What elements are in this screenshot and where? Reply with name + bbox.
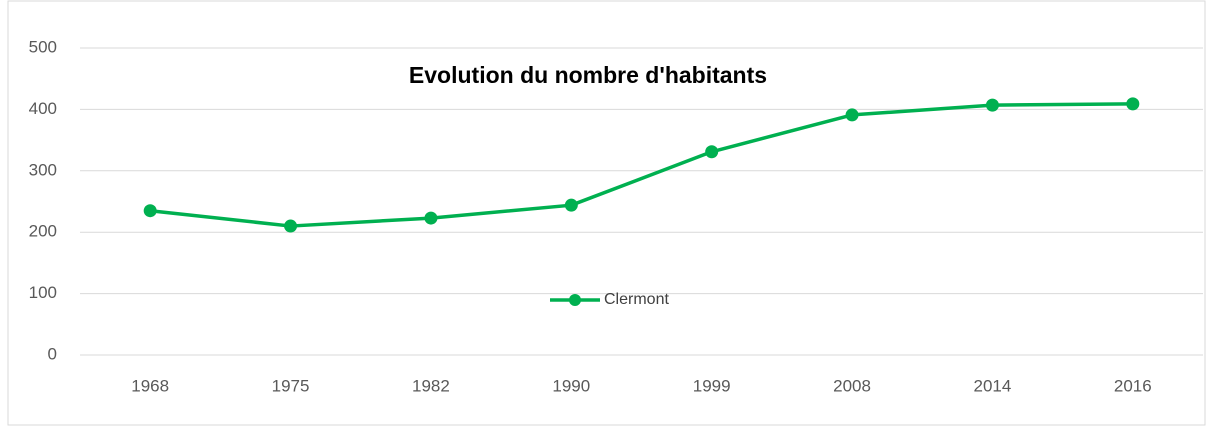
legend-marker <box>569 294 581 306</box>
data-point <box>143 204 157 218</box>
y-tick-label: 300 <box>29 160 57 179</box>
data-point <box>845 108 859 122</box>
data-point <box>985 98 999 112</box>
y-tick-label: 400 <box>29 99 57 118</box>
x-tick-label: 1982 <box>412 376 450 395</box>
series-line <box>149 102 1133 228</box>
y-tick-label: 500 <box>29 37 57 56</box>
data-point <box>424 211 438 225</box>
x-tick-label: 1975 <box>272 376 310 395</box>
y-tick-label: 200 <box>29 222 57 241</box>
chart-title: Evolution du nombre d'habitants <box>409 62 767 88</box>
y-tick-label: 0 <box>48 344 57 363</box>
data-point <box>564 198 578 212</box>
x-tick-label: 1999 <box>693 376 731 395</box>
chart-frame <box>7 0 1206 426</box>
x-tick-label: 2016 <box>1114 376 1152 395</box>
data-point <box>284 219 298 233</box>
legend-label: Clermont <box>604 291 669 308</box>
data-point <box>1126 97 1140 111</box>
x-tick-label: 2008 <box>833 376 871 395</box>
x-tick-label: 1990 <box>552 376 590 395</box>
data-point <box>705 145 719 159</box>
x-tick-label: 2014 <box>974 376 1012 395</box>
x-tick-label: 1968 <box>131 376 169 395</box>
y-tick-label: 100 <box>29 283 57 302</box>
